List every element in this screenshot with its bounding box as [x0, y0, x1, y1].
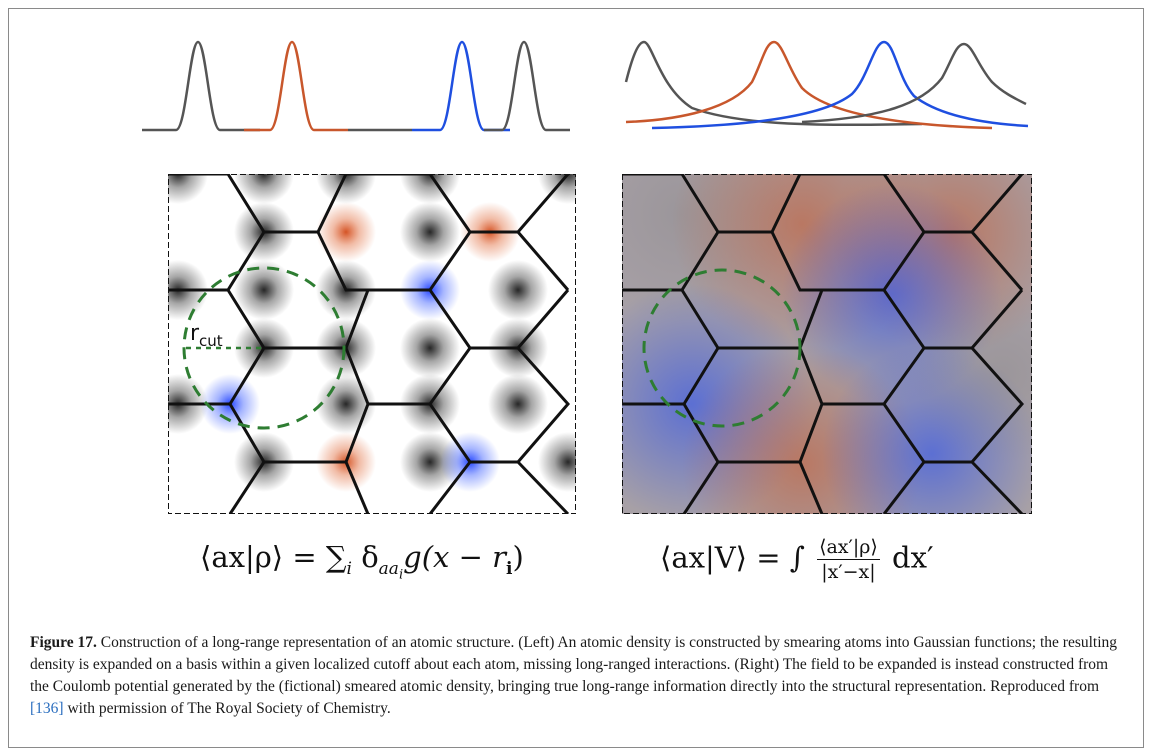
gaussian-curve-gray-2 — [484, 40, 570, 132]
gaussian-curves — [142, 40, 570, 132]
gaussian-curve-gray-1 — [142, 40, 260, 132]
rcut-label: rcut — [190, 321, 223, 350]
right-equation: ⟨ax|V⟩ = ∫ ⟨ax′|ρ⟩ |x′−x| dx′ — [660, 536, 934, 583]
hex-lattice-right — [622, 174, 1024, 514]
cutoff-circle — [182, 266, 346, 430]
figure-caption: Figure 17. Construction of a long-range … — [30, 632, 1120, 720]
caption-text: Construction of a long-range representat… — [30, 634, 1118, 695]
cutoff-circle-right — [642, 268, 802, 428]
figure-frame — [8, 8, 1144, 748]
caption-text-end: with permission of The Royal Society of … — [63, 700, 391, 717]
citation-link[interactable]: [136] — [30, 700, 64, 717]
right-potential-panel — [622, 174, 1032, 514]
potential-curve-gray-2 — [801, 42, 1027, 124]
potential-field — [622, 174, 1032, 514]
hex-lattice — [168, 174, 570, 514]
left-equation: ⟨ax|ρ⟩ = ∑i δaaig(x − ri) — [200, 540, 524, 583]
potential-curve-red — [625, 40, 993, 130]
gaussian-curve-blue — [412, 40, 510, 132]
lorentzian-curves — [624, 40, 1029, 130]
potential-curve-gray-1 — [624, 40, 923, 127]
coulomb-fraction: ⟨ax′|ρ⟩ |x′−x| — [817, 536, 880, 583]
gaussian-curve-red — [244, 40, 348, 132]
left-density-panel: rcut — [168, 174, 576, 514]
potential-curve-blue — [651, 40, 1029, 130]
figure-label: Figure 17. — [30, 634, 97, 651]
